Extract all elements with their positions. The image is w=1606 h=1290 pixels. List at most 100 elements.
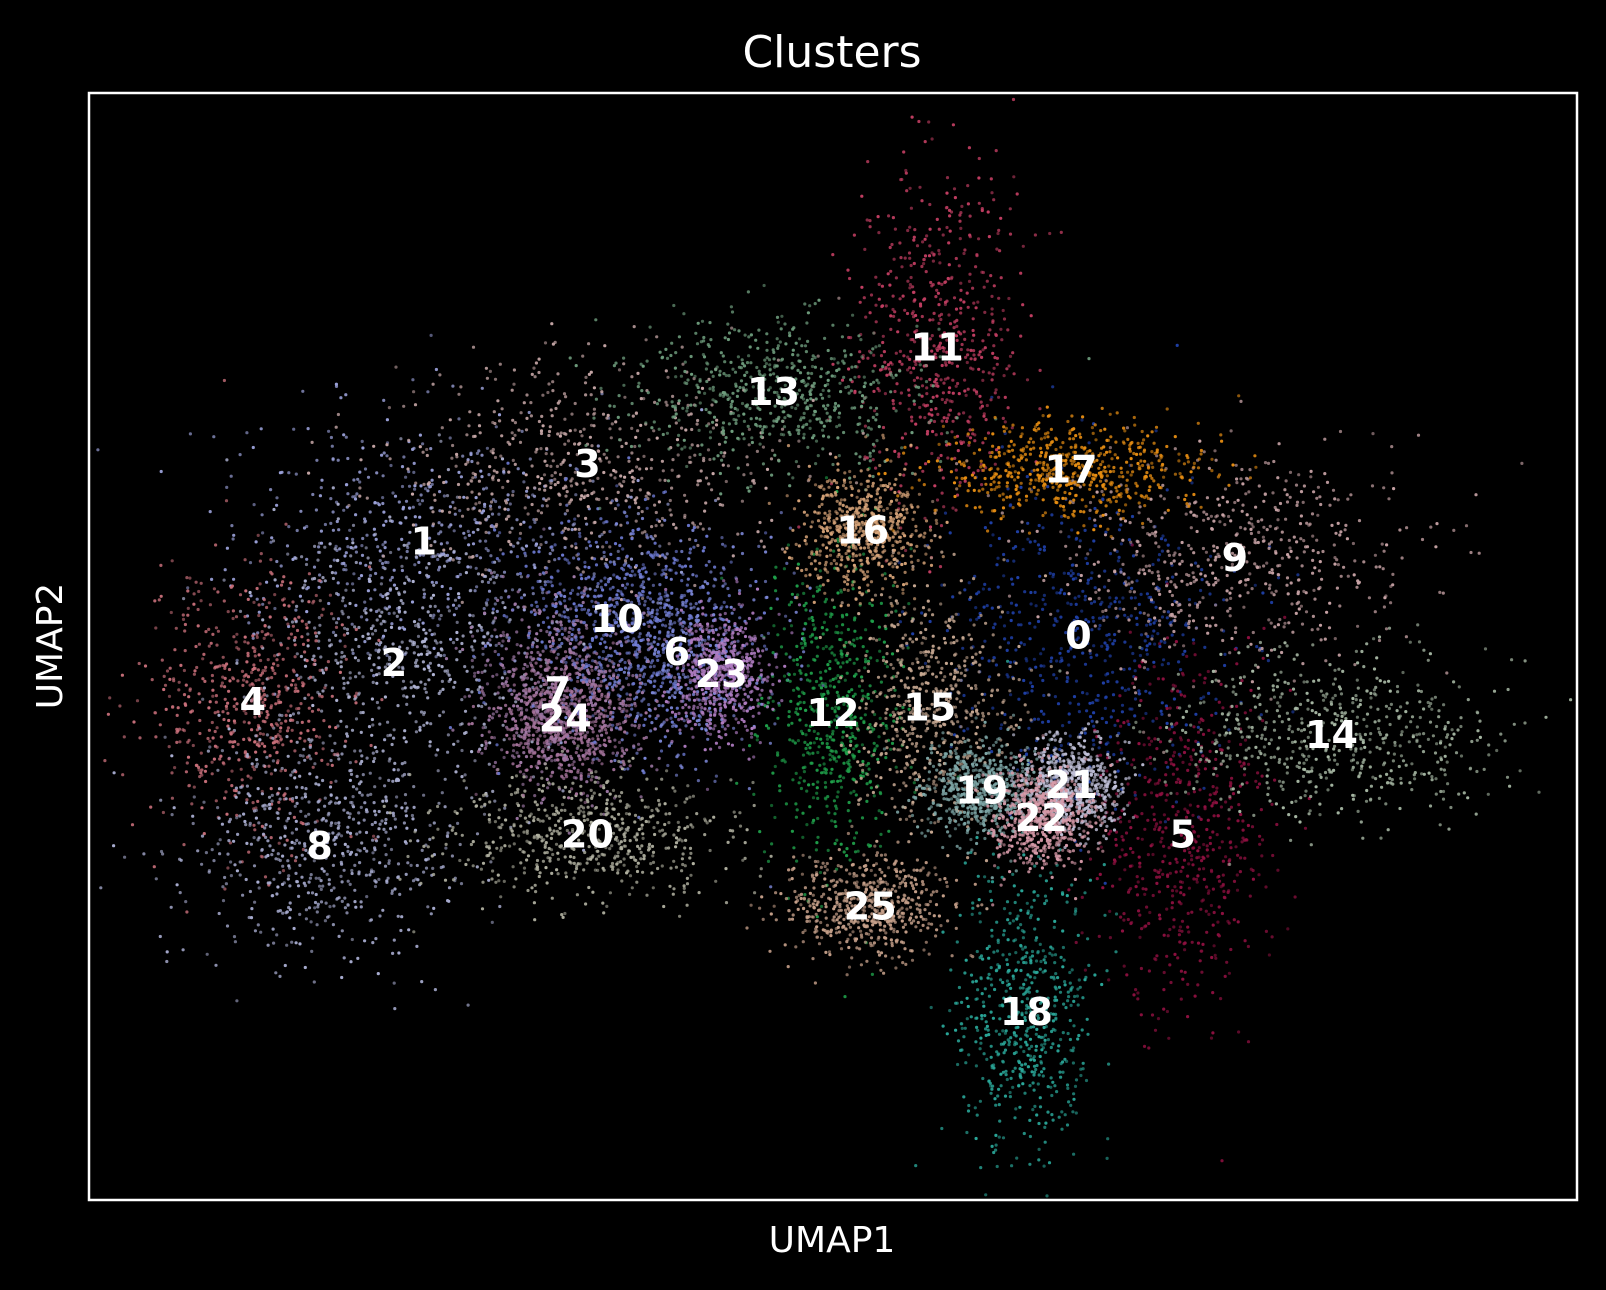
- cluster-point: [499, 596, 503, 600]
- cluster-point: [769, 885, 773, 889]
- cluster-point: [311, 765, 315, 769]
- cluster-point: [556, 652, 560, 656]
- cluster-point: [630, 375, 634, 379]
- cluster-point: [392, 568, 396, 572]
- cluster-point: [991, 533, 995, 537]
- cluster-point: [630, 590, 634, 594]
- cluster-point: [223, 568, 227, 572]
- cluster-point: [438, 565, 442, 569]
- cluster-point: [216, 710, 220, 714]
- cluster-point: [534, 705, 538, 709]
- cluster-point: [552, 614, 556, 619]
- cluster-point: [320, 613, 324, 617]
- cluster-point: [1270, 600, 1274, 605]
- cluster-point: [601, 545, 605, 549]
- cluster-point: [366, 475, 371, 479]
- cluster-point: [1119, 523, 1123, 527]
- cluster-point: [1211, 785, 1215, 789]
- cluster-point: [553, 593, 558, 597]
- cluster-point: [439, 530, 443, 534]
- cluster-point: [1173, 684, 1177, 688]
- cluster-point: [253, 654, 257, 658]
- cluster-point: [1210, 713, 1214, 717]
- cluster-point: [338, 670, 342, 675]
- cluster-point: [246, 774, 250, 778]
- cluster-point: [307, 706, 311, 710]
- cluster-point: [311, 601, 315, 605]
- cluster-point: [581, 570, 585, 574]
- cluster-point: [231, 537, 235, 541]
- cluster-point: [1119, 724, 1123, 728]
- cluster-point: [359, 615, 364, 619]
- cluster-point: [586, 505, 590, 509]
- cluster-point: [1148, 622, 1152, 626]
- cluster-point: [208, 739, 212, 743]
- cluster-point: [630, 475, 634, 479]
- cluster-point: [293, 655, 297, 659]
- cluster-point: [522, 608, 526, 612]
- cluster-point: [519, 522, 523, 526]
- cluster-point: [646, 659, 650, 664]
- cluster-point: [330, 612, 334, 616]
- cluster-point: [1094, 698, 1098, 702]
- cluster-point: [383, 665, 387, 669]
- cluster-point: [655, 335, 659, 339]
- cluster-point: [588, 435, 593, 439]
- cluster-point: [742, 473, 746, 477]
- cluster-point: [792, 571, 796, 575]
- cluster-point: [452, 549, 456, 554]
- cluster-point: [1198, 720, 1202, 724]
- cluster-point: [458, 842, 462, 847]
- cluster-point: [516, 572, 520, 576]
- cluster-point: [1167, 1036, 1171, 1040]
- cluster-point: [654, 524, 658, 528]
- cluster-point: [165, 669, 170, 673]
- cluster-point: [327, 811, 331, 815]
- cluster-point: [1065, 679, 1069, 684]
- cluster-point: [928, 619, 932, 624]
- cluster-point: [1138, 665, 1142, 669]
- cluster-point: [403, 729, 407, 733]
- cluster-point: [361, 634, 365, 639]
- cluster-point: [1115, 680, 1119, 684]
- cluster-point: [1029, 602, 1033, 606]
- cluster-point: [534, 450, 538, 454]
- cluster-point: [605, 456, 609, 460]
- cluster-point: [359, 574, 364, 578]
- cluster-point: [651, 608, 655, 612]
- cluster-point: [289, 683, 294, 687]
- cluster-point: [1230, 776, 1234, 780]
- cluster-point: [911, 632, 915, 636]
- cluster-point: [476, 572, 481, 576]
- cluster-point: [1172, 697, 1176, 701]
- cluster-point: [1105, 615, 1109, 619]
- cluster-point: [120, 673, 124, 677]
- cluster-point: [317, 616, 321, 620]
- cluster-point: [494, 499, 498, 504]
- cluster-point: [522, 593, 527, 597]
- cluster-point: [1160, 712, 1164, 716]
- cluster-point: [631, 480, 635, 484]
- cluster-point: [1221, 859, 1225, 863]
- cluster-point: [650, 458, 654, 462]
- cluster-point: [373, 501, 377, 505]
- cluster-point: [608, 646, 613, 650]
- cluster-point: [1137, 742, 1141, 746]
- cluster-point: [673, 695, 677, 700]
- cluster-point: [346, 615, 351, 619]
- cluster-point: [418, 502, 422, 506]
- cluster-point: [439, 640, 443, 644]
- cluster-point: [443, 554, 447, 558]
- cluster-point: [693, 583, 697, 588]
- cluster-point: [694, 538, 698, 543]
- cluster-point: [747, 787, 752, 791]
- cluster-point: [562, 588, 566, 592]
- cluster-point: [1219, 997, 1223, 1001]
- cluster-point: [198, 700, 202, 704]
- cluster-point: [339, 396, 343, 400]
- cluster-point: [264, 770, 268, 774]
- cluster-point: [324, 683, 328, 687]
- cluster-point: [577, 527, 581, 532]
- cluster-point: [334, 633, 338, 638]
- cluster-point: [350, 728, 355, 732]
